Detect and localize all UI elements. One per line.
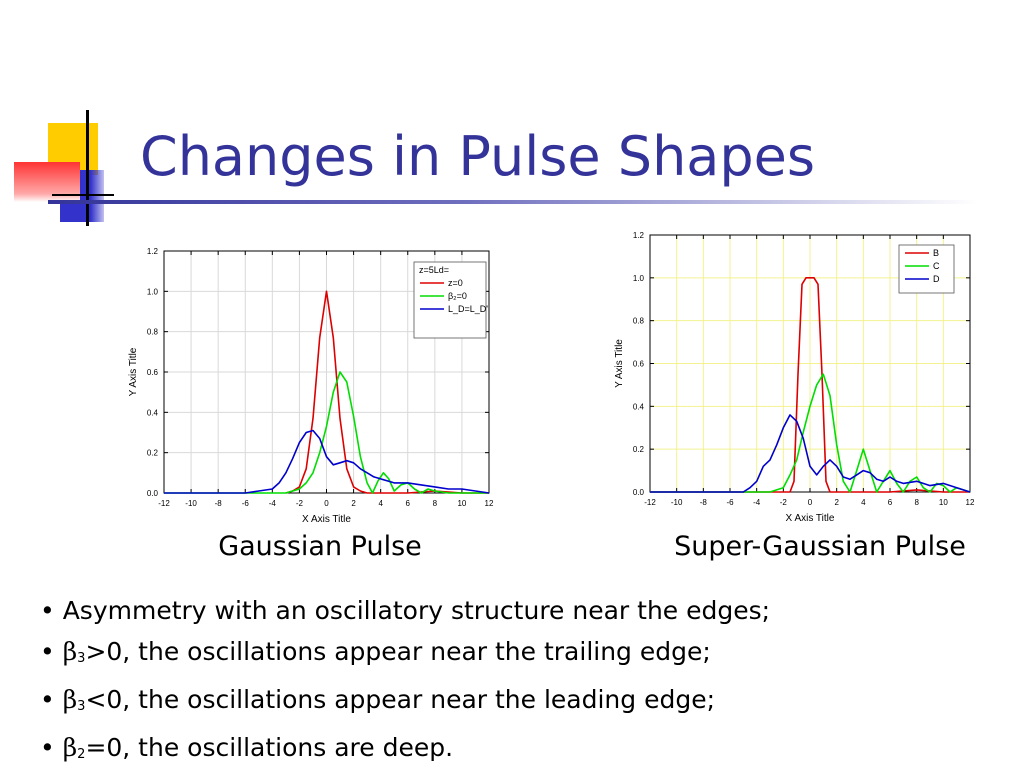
gaussian-pulse-chart: -12 -10 -8 -6 -4 -2 0 2 4 6 8 10 12 0.0 0.2 0.4 0.6 0.8 1.… [128, 247, 494, 525]
bullet-text: =0, the oscillations are deep. [85, 733, 454, 762]
x-tick-label: 10 [939, 498, 948, 507]
y-tick-label: 0.4 [147, 408, 159, 417]
super-gaussian-pulse-caption: Super-Gaussian Pulse [674, 531, 966, 562]
x-tick-label: -8 [215, 499, 223, 508]
beta-subscript: 3 [77, 699, 86, 714]
y-tick-label: 0.2 [147, 449, 159, 458]
beta-symbol: β [62, 637, 78, 666]
y-axis-title: Y Axis Title [614, 339, 625, 388]
bullet-marker: • [40, 637, 55, 666]
bullet-text: >0, the oscillations appear near the tra… [85, 637, 711, 666]
x-tick-label: 2 [351, 499, 356, 508]
legend-box [898, 244, 955, 294]
deco-red-bar [14, 162, 80, 202]
series-line-D [650, 414, 971, 493]
y-tick-label: 0.4 [633, 402, 645, 411]
super-gaussian-pulse-chart: -12 -10 -8 -6 -4 -2 0 2 4 6 8 10 12 0.0 0.2 0.4 0.6 0.8 1.… [614, 231, 975, 524]
bullet-marker: • [40, 685, 55, 714]
series-line-B [650, 277, 970, 493]
deco-horizontal-line [52, 194, 114, 196]
y-tick-label: 0.6 [147, 368, 159, 377]
x-tick-label: -4 [753, 498, 761, 507]
y-tick-label: 0.8 [633, 317, 645, 326]
x-tick-label: -8 [700, 498, 708, 507]
y-tick-label: 1.0 [147, 287, 159, 296]
x-tick-label: -12 [644, 498, 656, 507]
y-tick-label: 1.0 [633, 274, 645, 283]
beta-subscript: 3 [77, 651, 86, 666]
x-tick-label: 8 [433, 499, 438, 508]
legend-label: C [933, 261, 940, 271]
legend-label: D [933, 274, 940, 284]
legend-label: B [933, 248, 939, 258]
x-tick-label: 12 [966, 498, 975, 507]
x-tick-label: 8 [914, 498, 919, 507]
x-tick-label: -10 [185, 499, 197, 508]
legend-box [413, 261, 487, 339]
series-line-β₂=0 [164, 371, 489, 494]
beta-symbol: β [62, 733, 78, 762]
x-tick-label: -6 [242, 499, 250, 508]
x-tick-label: 6 [888, 498, 893, 507]
x-tick-label: -2 [780, 498, 788, 507]
x-tick-label: -2 [296, 499, 304, 508]
x-tick-label: 12 [485, 499, 494, 508]
legend-label: L_D=L_D' [448, 304, 488, 314]
y-axis-title: Y Axis Title [128, 347, 139, 396]
y-tick-label: 0.0 [633, 488, 645, 497]
legend-label: z=0 [448, 278, 463, 288]
x-tick-label: -6 [726, 498, 734, 507]
x-tick-label: 0 [808, 498, 813, 507]
beta-symbol: β [62, 685, 78, 714]
bullet-item: • β3<0, the oscillations appear near the… [40, 679, 770, 727]
legend-title: z=5Ld= [419, 265, 449, 275]
beta-subscript: 2 [77, 747, 86, 762]
page-title: Changes in Pulse Shapes [140, 125, 816, 188]
y-tick-label: 0.0 [147, 489, 159, 498]
x-axis-title: X Axis Title [786, 513, 835, 524]
bullet-text: Asymmetry with an oscillatory structure … [62, 596, 771, 625]
series-line-L_D=L_D' [164, 429, 490, 494]
x-axis-title: X Axis Title [302, 514, 351, 525]
gaussian-pulse-caption: Gaussian Pulse [218, 531, 422, 562]
y-tick-label: 0.8 [147, 328, 159, 337]
y-tick-label: 1.2 [633, 231, 645, 240]
deco-vertical-line [86, 110, 89, 226]
bullet-text: <0, the oscillations appear near the lea… [85, 685, 716, 714]
bullet-item: • β3>0, the oscillations appear near the… [40, 631, 770, 679]
y-tick-label: 0.2 [633, 445, 645, 454]
x-tick-label: 0 [324, 499, 329, 508]
x-tick-label: 4 [861, 498, 866, 507]
y-tick-label: 0.6 [633, 360, 645, 369]
x-tick-label: 10 [457, 499, 466, 508]
x-tick-label: -4 [269, 499, 277, 508]
bullet-marker: • [40, 733, 55, 762]
bullet-list: • Asymmetry with an oscillatory structur… [40, 590, 770, 775]
x-tick-label: -12 [158, 499, 170, 508]
bullet-item: • β2=0, the oscillations are deep. [40, 727, 770, 775]
x-tick-label: 2 [834, 498, 839, 507]
x-tick-label: 6 [406, 499, 411, 508]
legend-label: β₂=0 [448, 291, 467, 301]
x-tick-label: -10 [671, 498, 683, 507]
x-tick-label: 4 [378, 499, 383, 508]
bullet-item: • Asymmetry with an oscillatory structur… [40, 590, 770, 631]
y-tick-label: 1.2 [147, 247, 159, 256]
bullet-marker: • [40, 596, 55, 625]
title-underline [48, 200, 978, 204]
series-line-z=0 [285, 290, 489, 494]
